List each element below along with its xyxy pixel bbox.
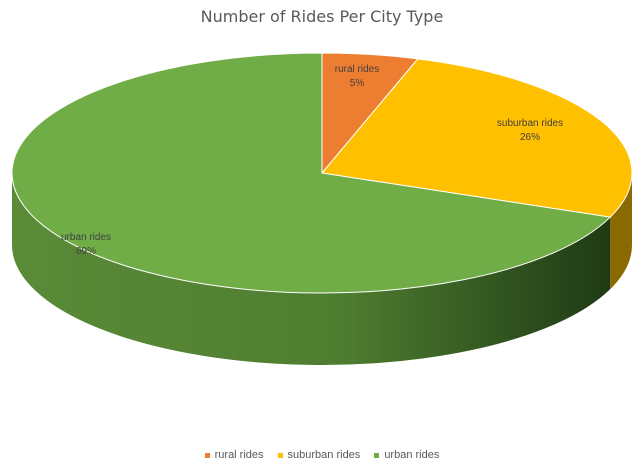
slice-label-percent: 26% bbox=[520, 132, 540, 143]
pie-side-suburban-rides bbox=[610, 173, 632, 290]
legend-label: urban rides bbox=[384, 449, 440, 461]
legend: rural rides suburban rides urban rides bbox=[0, 449, 644, 461]
slice-label-percent: 69% bbox=[76, 246, 96, 257]
pie-sides bbox=[12, 173, 632, 365]
slice-label-name: rural rides bbox=[335, 64, 379, 75]
chart-title: Number of Rides Per City Type bbox=[200, 7, 444, 26]
pie-labels: rural rides 5% suburban rides 26% urban ride… bbox=[61, 64, 563, 257]
legend-swatch bbox=[277, 452, 283, 458]
legend-item: urban rides bbox=[374, 449, 439, 461]
slice-label-name: urban rides bbox=[61, 232, 111, 243]
pie-slice-urban-rides bbox=[11, 52, 612, 294]
slice-label-percent: 5% bbox=[350, 78, 365, 89]
slice-label-name: suburban rides bbox=[497, 118, 563, 129]
pie-side-urban-rides bbox=[12, 173, 611, 365]
pie-top bbox=[11, 52, 633, 294]
pie-chart: rural rides 5% suburban rides 26% urban ride… bbox=[11, 52, 633, 365]
legend-swatch bbox=[374, 452, 380, 458]
pie-slice-suburban-rides bbox=[321, 58, 633, 218]
legend-label: suburban rides bbox=[287, 449, 361, 461]
legend-swatch bbox=[204, 452, 210, 458]
legend-item: suburban rides bbox=[277, 449, 361, 461]
legend-item: rural rides bbox=[204, 449, 264, 461]
legend-label: rural rides bbox=[214, 449, 264, 461]
